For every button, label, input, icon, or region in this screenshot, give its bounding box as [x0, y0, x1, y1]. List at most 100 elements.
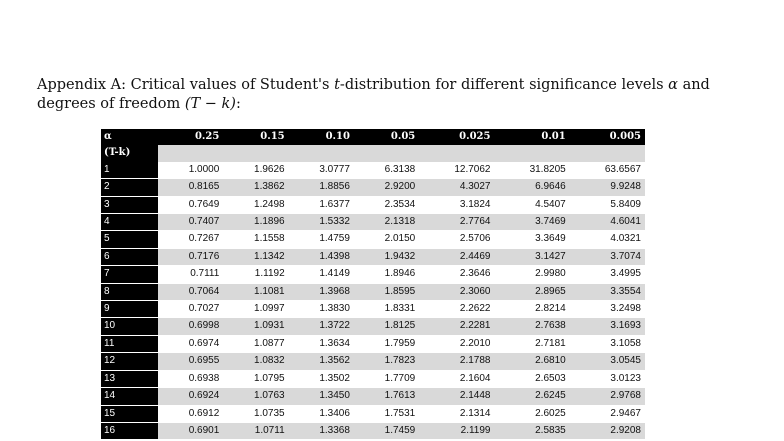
table-cell: 0.7176 — [158, 248, 224, 267]
header-row-dof: (T-k) — [101, 145, 645, 162]
header-col-2: 0.10 — [288, 129, 354, 146]
table-row: 6 0.7176 1.1342 1.4398 1.9432 2.4469 3.1427 3.7… — [101, 248, 645, 267]
table-cell: 1.7823 — [353, 352, 420, 371]
table-cell: 1.7613 — [353, 387, 420, 406]
row-df-label: 1 — [101, 161, 158, 180]
header-col-3: 0.05 — [353, 129, 420, 146]
header-alpha-label: α — [101, 129, 158, 146]
header-row-alpha: α 0.25 0.15 0.10 0.05 0.025 0.01 0.005 — [101, 129, 645, 146]
table-cell: 6.3138 — [353, 161, 420, 180]
table-cell: 3.3649 — [494, 230, 570, 249]
row-df-label: 16 — [101, 422, 158, 441]
table-cell: 2.9467 — [569, 405, 645, 423]
table-cell: 1.9626 — [223, 161, 289, 180]
table-cell: 63.6567 — [569, 161, 645, 180]
row-df-label: 5 — [101, 230, 158, 249]
table-cell: 1.3722 — [288, 317, 354, 336]
table-cell: 1.5332 — [288, 213, 354, 232]
table-cell: 0.8165 — [158, 178, 224, 197]
table-cell: 2.7764 — [419, 213, 495, 232]
table-cell: 3.0545 — [569, 352, 645, 371]
table-row: 10 0.6998 1.0931 1.3722 1.8125 2.2281 2.7638 3.… — [101, 317, 645, 336]
table-cell: 1.4149 — [288, 265, 354, 284]
table-cell: 2.7638 — [494, 317, 570, 336]
row-df-label: 3 — [101, 196, 158, 215]
table-cell: 12.7062 — [419, 161, 495, 180]
table-cell: 1.3634 — [288, 335, 354, 354]
table-cell: 1.1896 — [223, 213, 289, 232]
table-caption: Appendix A: Critical values of Student's… — [37, 76, 737, 114]
table-body: 1 1.0000 1.9626 3.0777 6.3138 12.7062 31.8205 6… — [101, 161, 645, 441]
table-row: 8 0.7064 1.1081 1.3968 1.8595 2.3060 2.8965 3.3… — [101, 283, 645, 302]
table-cell: 1.3968 — [288, 283, 354, 302]
table-cell: 1.0735 — [223, 405, 289, 423]
table-cell: 2.3534 — [353, 196, 420, 215]
table-cell: 1.4759 — [288, 230, 354, 249]
table-row: 2 0.8165 1.3862 1.8856 2.9200 4.3027 6.9646 9.9… — [101, 178, 645, 197]
table-row: 13 0.6938 1.0795 1.3502 1.7709 2.1604 2.6503 3.… — [101, 370, 645, 389]
table-cell: 2.9768 — [569, 387, 645, 406]
table-cell: 1.3368 — [288, 422, 354, 441]
table-cell: 3.0123 — [569, 370, 645, 389]
table-cell: 1.7459 — [353, 422, 420, 441]
header-col-4: 0.025 — [419, 129, 495, 146]
table-row: 9 0.7027 1.0997 1.3830 1.8331 2.2622 2.8214 3.2… — [101, 300, 645, 319]
header-col-5: 0.01 — [494, 129, 570, 146]
header-col-1: 0.15 — [223, 129, 289, 146]
header-blank — [158, 145, 224, 162]
table-cell: 1.7709 — [353, 370, 420, 389]
table-row: 7 0.7111 1.1192 1.4149 1.8946 2.3646 2.9980 3.4… — [101, 265, 645, 284]
table-cell: 2.6503 — [494, 370, 570, 389]
table-cell: 1.3562 — [288, 352, 354, 371]
table-row: 1 1.0000 1.9626 3.0777 6.3138 12.7062 31.8205 6… — [101, 161, 645, 180]
table-cell: 1.2498 — [223, 196, 289, 215]
table-cell: 2.4469 — [419, 248, 495, 267]
table-row: 3 0.7649 1.2498 1.6377 2.3534 3.1824 4.5407 5.8… — [101, 196, 645, 215]
table-cell: 2.8214 — [494, 300, 570, 319]
header-blank — [419, 145, 495, 162]
row-df-label: 4 — [101, 213, 158, 232]
caption-t-symbol: t — [334, 77, 340, 93]
table-cell: 0.7027 — [158, 300, 224, 319]
table-cell: 2.1318 — [353, 213, 420, 232]
row-df-label: 2 — [101, 178, 158, 197]
table-cell: 2.5835 — [494, 422, 570, 441]
table-cell: 0.7649 — [158, 196, 224, 215]
table-cell: 1.8946 — [353, 265, 420, 284]
table-cell: 1.1558 — [223, 230, 289, 249]
row-df-label: 6 — [101, 248, 158, 267]
table-row: 15 0.6912 1.0735 1.3406 1.7531 2.1314 2.6025 2.… — [101, 405, 645, 423]
table-cell: 0.6912 — [158, 405, 224, 423]
table-cell: 2.9208 — [569, 422, 645, 441]
table-cell: 1.8125 — [353, 317, 420, 336]
row-df-label: 11 — [101, 335, 158, 354]
header-dof-label: (T-k) — [101, 145, 158, 162]
table-cell: 1.7531 — [353, 405, 420, 423]
table-row: 11 0.6974 1.0877 1.3634 1.7959 2.2010 2.7181 3.… — [101, 335, 645, 354]
table-cell: 2.1314 — [419, 405, 495, 423]
header-blank — [569, 145, 645, 162]
caption-middle: -distribution for different significance… — [339, 77, 669, 93]
table-row: 12 0.6955 1.0832 1.3562 1.7823 2.1788 2.6810 3.… — [101, 352, 645, 371]
row-df-label: 13 — [101, 370, 158, 389]
table-cell: 2.1448 — [419, 387, 495, 406]
table-cell: 2.6025 — [494, 405, 570, 423]
table-cell: 4.5407 — [494, 196, 570, 215]
table-cell: 3.1693 — [569, 317, 645, 336]
table-cell: 1.9432 — [353, 248, 420, 267]
table-cell: 2.2281 — [419, 317, 495, 336]
table-header: α 0.25 0.15 0.10 0.05 0.025 0.01 0.005 (… — [101, 129, 645, 162]
table-cell: 6.9646 — [494, 178, 570, 197]
table-cell: 4.0321 — [569, 230, 645, 249]
table-cell: 1.0877 — [223, 335, 289, 354]
table-cell: 1.0832 — [223, 352, 289, 371]
table-cell: 3.7469 — [494, 213, 570, 232]
table-cell: 1.1342 — [223, 248, 289, 267]
table-cell: 4.3027 — [419, 178, 495, 197]
table-cell: 1.3830 — [288, 300, 354, 319]
table-cell: 3.2498 — [569, 300, 645, 319]
table-cell: 2.9980 — [494, 265, 570, 284]
table-cell: 9.9248 — [569, 178, 645, 197]
table-cell: 2.2010 — [419, 335, 495, 354]
header-blank — [223, 145, 289, 162]
